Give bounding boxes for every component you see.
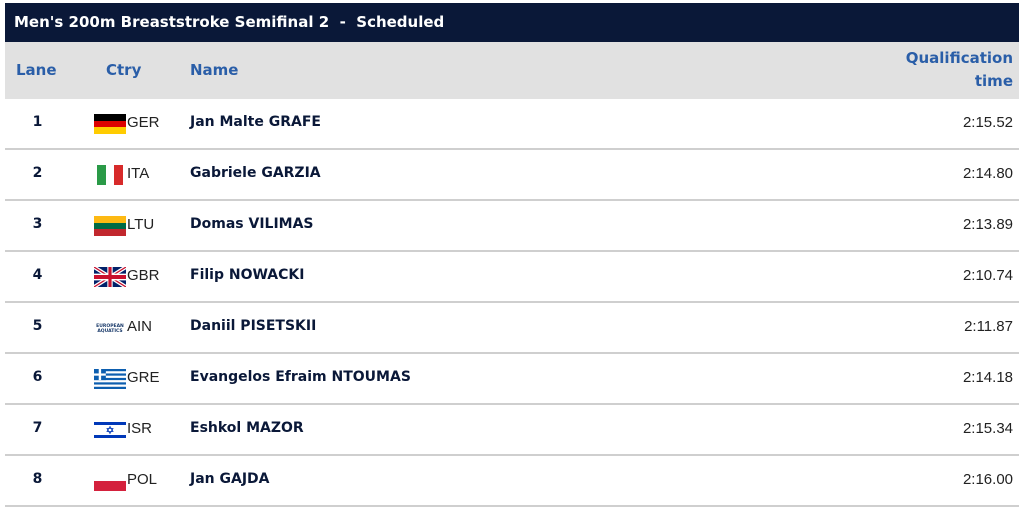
header-time-line2: time [974, 72, 1013, 90]
table-header: Lane Ctry Name Qualification time [5, 42, 1019, 99]
country-code: ISR [127, 420, 153, 437]
table-row: 4 GBR Filip NOWACKI 2:10.74 [5, 252, 1019, 303]
flag-ltu-icon [94, 216, 126, 236]
event-title: Men's 200m Breaststroke Semifinal 2 - Sc… [5, 3, 1019, 42]
lane-number: 2 [32, 165, 43, 181]
qualification-time: 2:10.74 [962, 267, 1013, 284]
flag-ger-icon [94, 114, 126, 134]
athlete-name[interactable]: Gabriele GARZIA [190, 165, 321, 181]
start-list-table: Men's 200m Breaststroke Semifinal 2 - Sc… [5, 3, 1019, 507]
table-row: 7 ISR Eshkol MAZOR 2:15.34 [5, 405, 1019, 456]
flag-pol-icon [94, 471, 126, 491]
qualification-time: 2:14.18 [962, 369, 1013, 386]
qualification-time: 2:13.89 [962, 216, 1013, 233]
country-code: LTU [127, 216, 155, 233]
country-code: AIN [127, 318, 153, 335]
lane-number: 4 [32, 267, 43, 283]
flag-ita-icon [94, 165, 126, 185]
flag-isr-icon [94, 420, 126, 440]
lane-number: 1 [32, 114, 43, 130]
header-lane: Lane [16, 61, 57, 79]
table-row: 6 GRE Evangelos Efraim NTOUMAS 2:14.18 [5, 354, 1019, 405]
header-name: Name [190, 61, 239, 79]
header-time-line1: Qualification [905, 49, 1013, 67]
lane-number: 7 [32, 420, 43, 436]
athlete-name[interactable]: Evangelos Efraim NTOUMAS [190, 369, 411, 385]
qualification-time: 2:15.34 [962, 420, 1013, 437]
country-code: GER [127, 114, 160, 131]
table-row: 3 LTU Domas VILIMAS 2:13.89 [5, 201, 1019, 252]
table-row: 1 GER Jan Malte GRAFE 2:15.52 [5, 99, 1019, 150]
qualification-time: 2:14.80 [962, 165, 1013, 182]
lane-number: 3 [32, 216, 43, 232]
country-code: GRE [127, 369, 160, 386]
svg-text:EUROPEAN: EUROPEAN [96, 323, 124, 329]
lane-number: 8 [32, 471, 43, 487]
athlete-name[interactable]: Daniil PISETSKII [190, 318, 317, 334]
lane-number: 5 [32, 318, 43, 334]
flag-gre-icon [94, 369, 126, 389]
svg-text:AQUATICS: AQUATICS [97, 328, 122, 334]
athlete-name[interactable]: Jan Malte GRAFE [190, 114, 321, 130]
qualification-time: 2:16.00 [962, 471, 1013, 488]
lane-number: 6 [32, 369, 43, 385]
table-row: 8 POL Jan GAJDA 2:16.00 [5, 456, 1019, 507]
athlete-name[interactable]: Jan GAJDA [190, 471, 270, 487]
flag-gbr-icon [93, 265, 127, 289]
table-row: 2 ITA Gabriele GARZIA 2:14.80 [5, 150, 1019, 201]
flag-ain-icon: EUROPEAN AQUATICS [94, 318, 126, 338]
athlete-name[interactable]: Filip NOWACKI [190, 267, 305, 283]
athlete-name[interactable]: Eshkol MAZOR [190, 420, 304, 436]
qualification-time: 2:11.87 [964, 318, 1013, 335]
country-code: GBR [127, 267, 160, 284]
country-code: POL [127, 471, 158, 488]
header-ctry: Ctry [106, 61, 142, 79]
athlete-name[interactable]: Domas VILIMAS [190, 216, 314, 232]
header-qualification-time: Qualification time [906, 47, 1013, 93]
table-row: 5 EUROPEAN AQUATICS AIN Daniil PISETSKII … [5, 303, 1019, 354]
qualification-time: 2:15.52 [962, 114, 1013, 131]
country-code: ITA [127, 165, 150, 182]
